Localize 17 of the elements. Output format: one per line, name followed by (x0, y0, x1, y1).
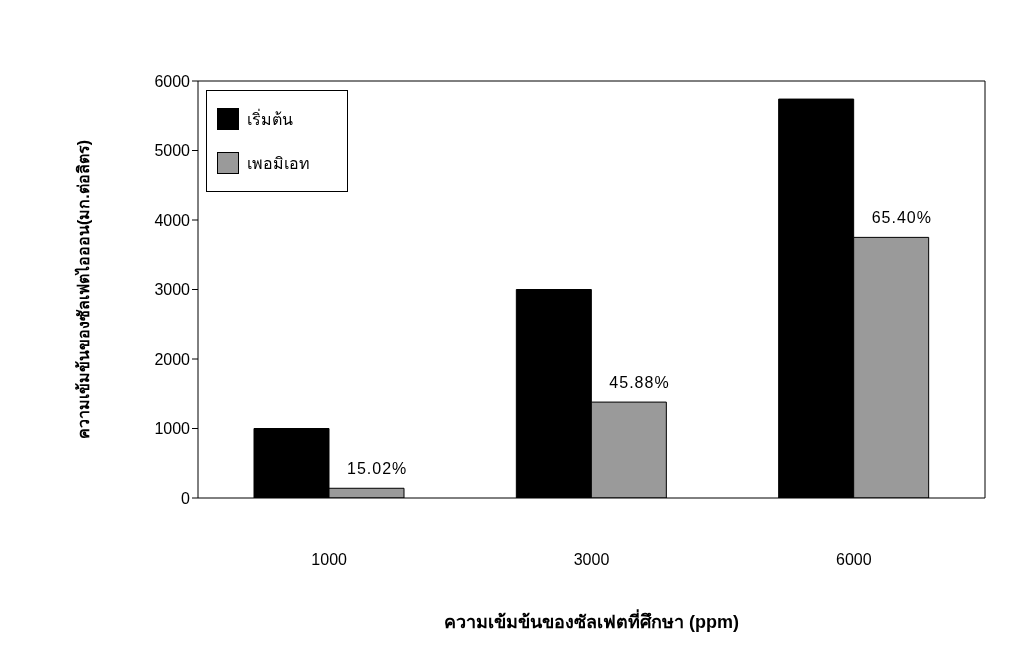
legend-label: เริ่มต้น (247, 108, 293, 130)
annotation: 15.02% (347, 460, 408, 478)
y-tick-label: 6000 (154, 72, 191, 90)
x-tick-label: 1000 (311, 551, 348, 569)
y-axis-title: ความเข้มข้นของซัลเฟตไอออน(มก.ต่อลิตร) (73, 139, 92, 440)
y-tick-label: 2000 (154, 350, 191, 368)
y-tick-label: 0 (181, 489, 191, 507)
y-tick-label: 4000 (154, 211, 191, 229)
y-tick-label: 3000 (154, 281, 191, 299)
x-tick-label: 6000 (836, 551, 872, 569)
annotation: 45.88% (609, 374, 670, 392)
x-tick-label: 3000 (573, 551, 610, 569)
x-axis-title: ความเข้มข้นของซัลเฟตที่ศึกษา (ppm) (444, 609, 739, 632)
legend-label: เพอมิเอท (247, 153, 310, 174)
y-tick-label: 5000 (154, 142, 191, 160)
annotation: 65.40% (871, 209, 932, 227)
y-tick-label: 1000 (154, 420, 191, 438)
